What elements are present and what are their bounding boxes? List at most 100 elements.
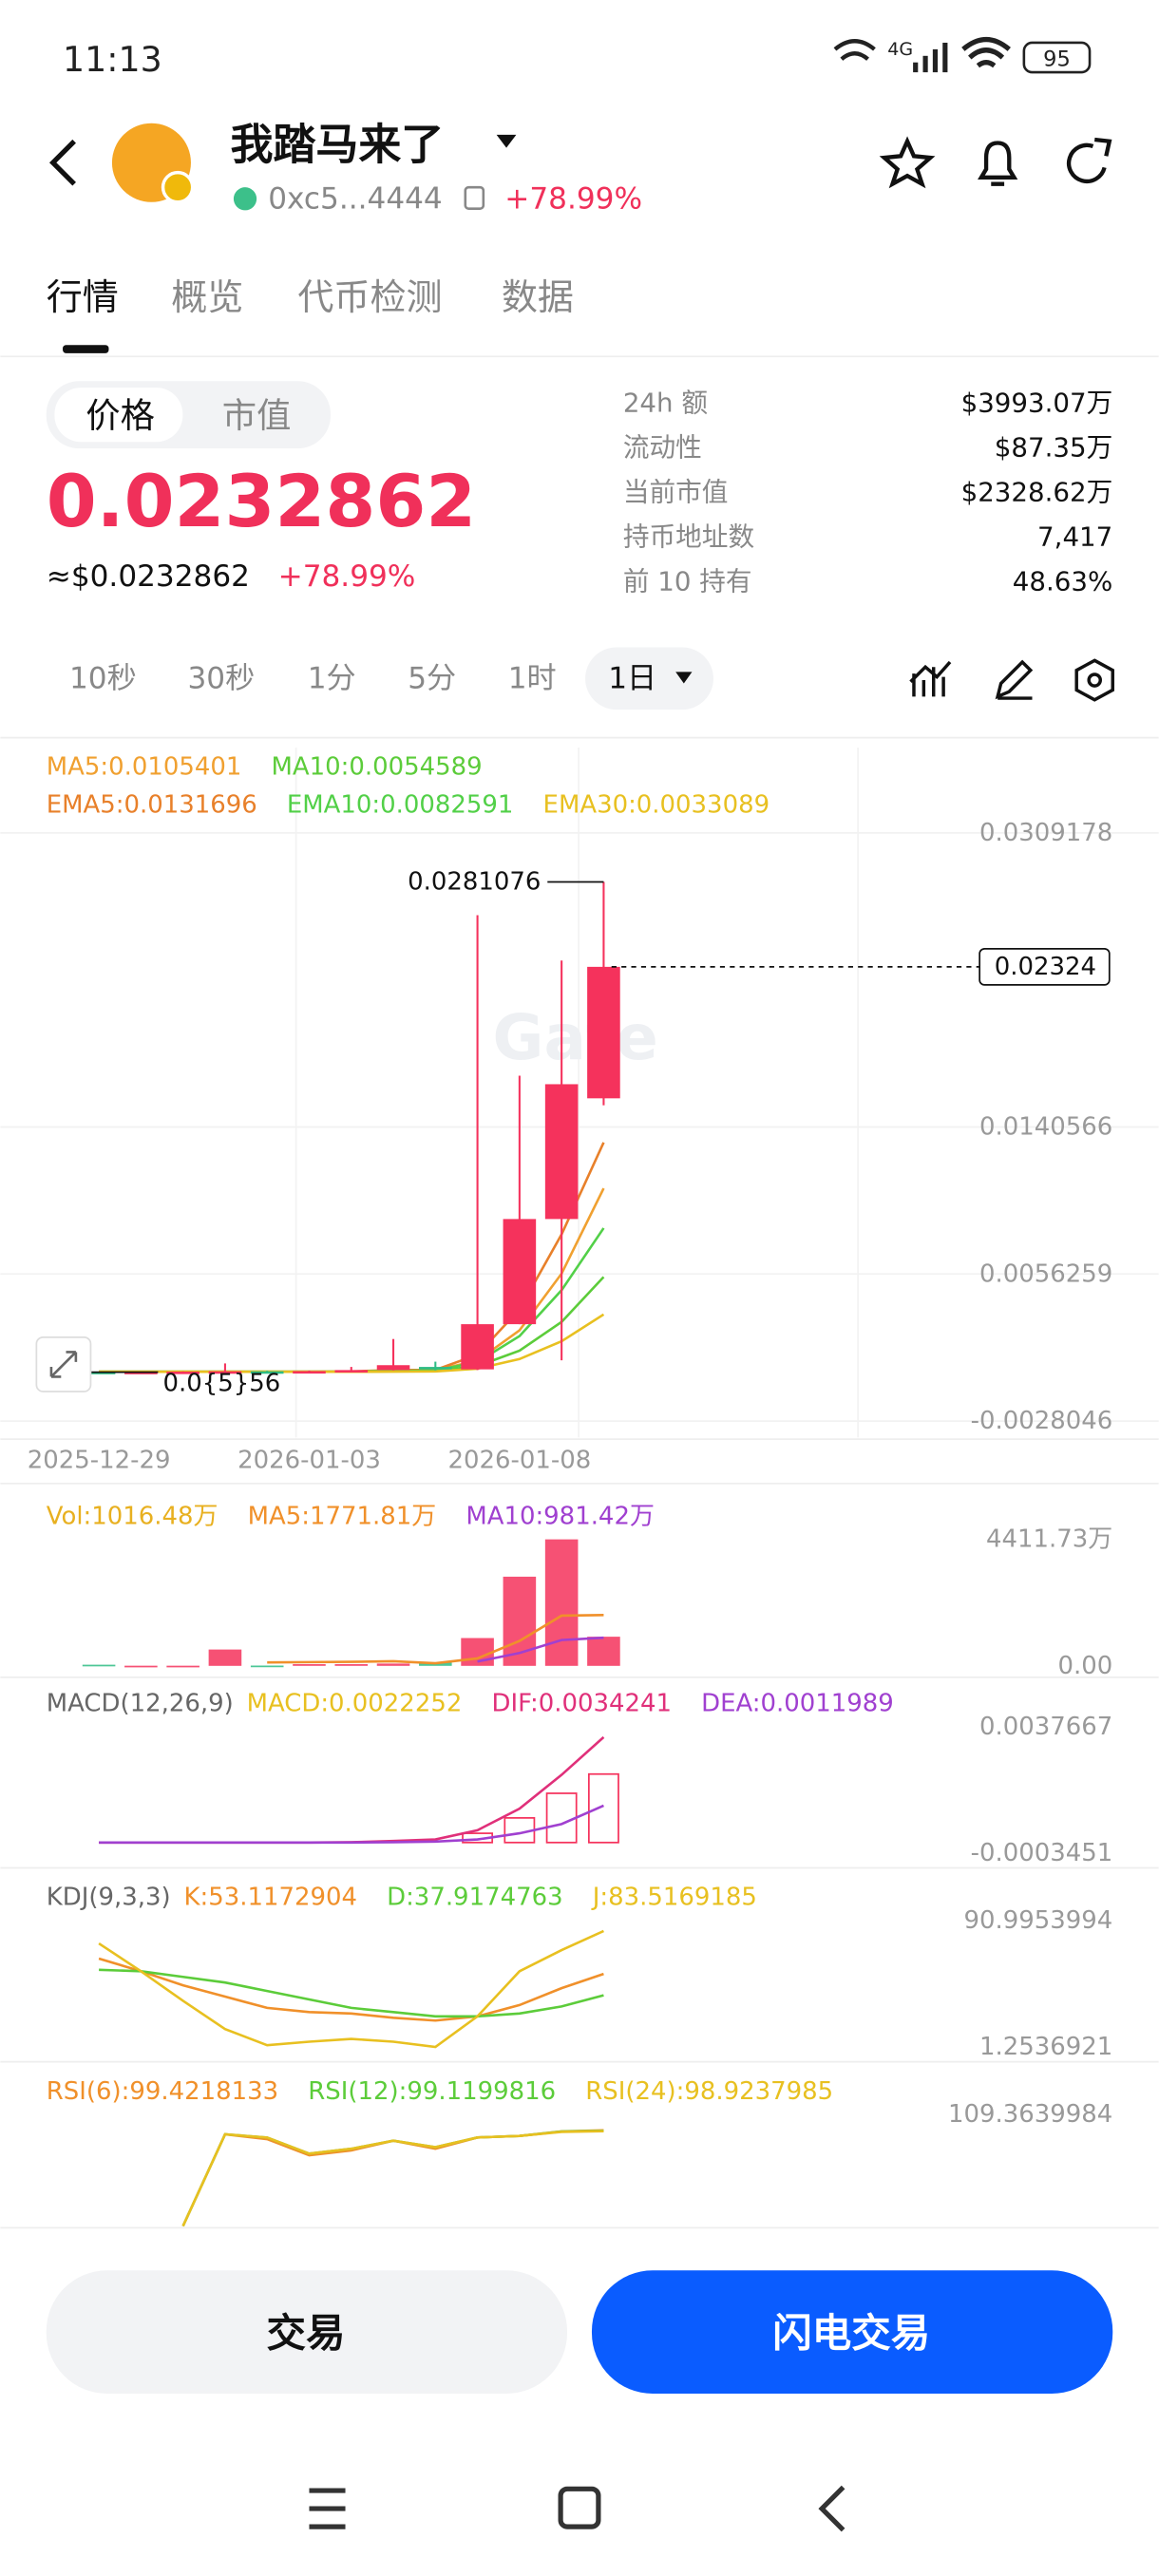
macd-bar bbox=[545, 1792, 578, 1844]
volume-bar bbox=[124, 1665, 158, 1668]
y-tick-label: 0.0056259 bbox=[979, 1260, 1112, 1288]
settings-dot bbox=[1087, 672, 1103, 688]
legend-entry: J:83.5169185 bbox=[591, 1884, 757, 1912]
back-button[interactable] bbox=[48, 139, 76, 186]
interval[interactable]: 30秒 bbox=[187, 661, 255, 695]
interval[interactable]: 1日 bbox=[608, 661, 656, 695]
toggle-option[interactable]: 价格 bbox=[86, 395, 155, 436]
candle-body bbox=[334, 1370, 369, 1373]
draw-button[interactable] bbox=[995, 659, 1034, 700]
y-tick-label: 0.0140566 bbox=[979, 1112, 1112, 1141]
nav-menu[interactable] bbox=[309, 2488, 346, 2529]
price-usd: ≈$0.0232862 bbox=[47, 559, 250, 594]
alert-button[interactable] bbox=[978, 141, 1018, 186]
price-change: +78.99% bbox=[278, 559, 416, 594]
dropdown-icon[interactable] bbox=[496, 134, 517, 148]
legend-entry: DIF:0.0034241 bbox=[491, 1690, 672, 1718]
interval-active bbox=[585, 647, 713, 710]
nav-back[interactable] bbox=[818, 2485, 846, 2532]
stat-value: $87.35万 bbox=[995, 431, 1112, 463]
v-grid bbox=[294, 747, 860, 1438]
y-tick-label: -0.0028046 bbox=[971, 1407, 1113, 1435]
indicator-line bbox=[477, 1636, 604, 1663]
volume-bar bbox=[334, 1663, 369, 1666]
wifi-icon bbox=[961, 36, 1011, 68]
indicator-line bbox=[181, 2130, 604, 2227]
max-label: 0.0281076 bbox=[408, 868, 541, 897]
indicator-line bbox=[99, 1804, 604, 1845]
indicator-line bbox=[98, 1957, 604, 2022]
legend-entry: RSI(24):98.9237985 bbox=[585, 2077, 833, 2106]
candle-body bbox=[208, 1371, 242, 1374]
legend-entry: MA10:0.0054589 bbox=[272, 753, 483, 782]
interval[interactable]: 1分 bbox=[308, 661, 356, 695]
legend-entry: D:37.9174763 bbox=[387, 1884, 562, 1912]
x-tick-label: 2025-12-29 bbox=[28, 1447, 171, 1475]
last-price-box bbox=[978, 947, 1111, 986]
tab[interactable]: 概览 bbox=[171, 276, 243, 318]
volume-bar bbox=[503, 1576, 537, 1666]
token-name[interactable]: 我踏马来了 bbox=[230, 120, 444, 170]
toggle-option[interactable]: 市值 bbox=[222, 395, 292, 436]
legend-entry: MA5:0.0105401 bbox=[47, 753, 242, 782]
network: 4G bbox=[887, 39, 913, 60]
tab[interactable]: 数据 bbox=[502, 276, 574, 318]
stat-label: 当前市值 bbox=[623, 476, 729, 507]
panel-title: MACD(12,26,9) bbox=[47, 1690, 234, 1718]
y-tick-label: 0.0309178 bbox=[979, 819, 1112, 847]
stat-label: 持币地址数 bbox=[623, 521, 754, 552]
x-tick-label: 2026-01-03 bbox=[238, 1447, 381, 1475]
interval[interactable]: 1时 bbox=[508, 661, 557, 695]
nav-home[interactable] bbox=[558, 2486, 601, 2529]
tab[interactable]: 代币检测 bbox=[297, 276, 442, 318]
candle-body bbox=[461, 1324, 494, 1370]
copy-button[interactable] bbox=[464, 185, 485, 210]
share-button[interactable] bbox=[1066, 137, 1112, 184]
stat-value: 7,417 bbox=[1037, 521, 1112, 552]
stat-label: 24h 额 bbox=[623, 387, 708, 418]
header-change: +78.99% bbox=[504, 181, 642, 216]
volume-bar bbox=[587, 1637, 620, 1666]
candle-body bbox=[250, 1371, 284, 1374]
legend-entry: EMA5:0.0131696 bbox=[47, 791, 257, 820]
volume-bar bbox=[166, 1665, 200, 1668]
legend-entry: RSI(12):99.1199816 bbox=[308, 2077, 556, 2106]
flash-trade-label[interactable]: 闪电交易 bbox=[772, 2310, 930, 2357]
watermark: Gate bbox=[493, 1002, 658, 1074]
macd-bar bbox=[587, 1772, 619, 1844]
expand-icon bbox=[49, 1351, 78, 1378]
trade-label[interactable]: 交易 bbox=[267, 2310, 346, 2357]
y-tick-label: -0.0003451 bbox=[971, 1839, 1113, 1867]
trade-button[interactable] bbox=[46, 2270, 568, 2395]
tab[interactable]: 行情 bbox=[47, 276, 119, 318]
flash-trade-button[interactable] bbox=[591, 2270, 1113, 2395]
candle-body bbox=[166, 1372, 200, 1374]
interval[interactable]: 5分 bbox=[408, 661, 456, 695]
y-tick-label: 0.00 bbox=[1057, 1652, 1112, 1680]
candle-body bbox=[503, 1219, 537, 1325]
indicator-line bbox=[99, 1735, 605, 1845]
settings-button[interactable] bbox=[1074, 658, 1114, 702]
indicator-line bbox=[98, 1929, 604, 2049]
indicator-line bbox=[267, 1614, 604, 1665]
volume-bar bbox=[544, 1539, 579, 1666]
legend-entry: EMA30:0.0033089 bbox=[543, 791, 770, 820]
candle-body bbox=[293, 1371, 326, 1374]
candle-body bbox=[544, 1084, 579, 1220]
candle-body bbox=[587, 966, 620, 1099]
x-tick-label: 2026-01-08 bbox=[447, 1447, 591, 1475]
legend-entry: RSI(6):99.4218133 bbox=[47, 2077, 278, 2106]
legend-entry: Vol:1016.48万 bbox=[47, 1502, 218, 1530]
stat-label: 前 10 持有 bbox=[623, 565, 752, 597]
favorite-button[interactable] bbox=[879, 136, 936, 189]
stat-value: 48.63% bbox=[1013, 565, 1112, 597]
stat-value: $2328.62万 bbox=[961, 476, 1113, 507]
volume-bar bbox=[82, 1664, 116, 1667]
legend-entry: EMA10:0.0082591 bbox=[287, 791, 514, 820]
legend-entry: MACD:0.0022252 bbox=[247, 1690, 463, 1718]
interval-dropdown[interactable] bbox=[675, 672, 693, 684]
interval[interactable]: 10秒 bbox=[69, 661, 137, 695]
volume-bar bbox=[208, 1649, 242, 1666]
indicator-button[interactable] bbox=[909, 660, 952, 697]
